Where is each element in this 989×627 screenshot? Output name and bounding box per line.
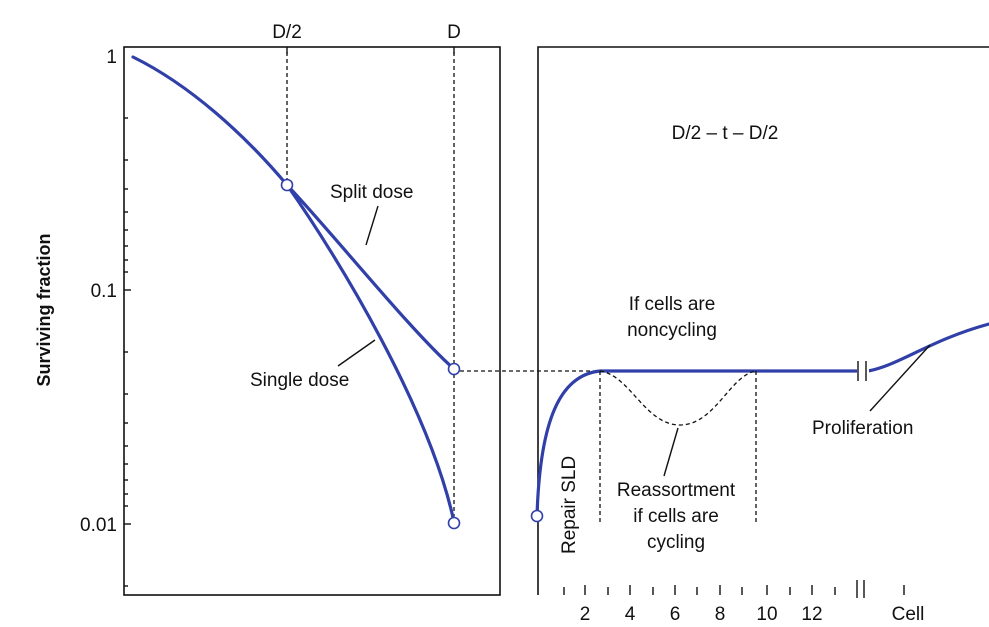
- y-tick-label-0-01: 0.01: [80, 515, 117, 536]
- split-dose-curve: [285, 183, 456, 371]
- right-panel-frame: [537, 46, 989, 595]
- schedule-label: D/2 – t – D/2: [672, 123, 779, 144]
- x-tick-label-12: 12: [801, 604, 822, 625]
- repair-sld-label: Repair SLD: [559, 456, 580, 554]
- full-dose-label: D: [447, 22, 461, 43]
- single-dose-leader: [337, 339, 376, 367]
- y-axis-label: Surviving fraction: [34, 233, 54, 386]
- initial-dose-curve: [131, 55, 289, 187]
- y-tick-label-0-1: 0.1: [91, 281, 117, 302]
- left-panel-frame: [123, 46, 501, 596]
- split-dose-leader: [365, 205, 379, 246]
- proliferation-leader: [869, 344, 931, 412]
- proliferation-curve: [866, 322, 989, 373]
- y-minor-ticks: [124, 117, 128, 587]
- single-dose-marker: [447, 516, 461, 530]
- x-tick-label-10: 10: [756, 604, 777, 625]
- y-tick-label-1: 1: [106, 47, 117, 68]
- single-dose-label: Single dose: [250, 370, 349, 391]
- reassortment-label-line2: if cells are: [633, 506, 719, 527]
- split-dose-marker: [447, 362, 461, 376]
- noncycling-label-line2: noncycling: [627, 320, 717, 341]
- x-tick-label-6: 6: [670, 604, 681, 625]
- x-tail-label: Cell: [892, 604, 925, 625]
- split-dose-label: Split dose: [330, 182, 413, 203]
- x-axis-break-marker: [855, 580, 867, 598]
- x-tick-label-2: 2: [580, 604, 591, 625]
- noncycling-label-line1: If cells are: [629, 294, 716, 315]
- reassortment-dip: [599, 370, 757, 426]
- x-tick-label-4: 4: [625, 604, 636, 625]
- proliferation-label: Proliferation: [812, 418, 913, 439]
- x-axis-ticks: [563, 585, 905, 595]
- reassortment-leader: [663, 427, 679, 477]
- half-dose-label: D/2: [272, 22, 302, 43]
- reassortment-label-line3: cycling: [647, 532, 705, 553]
- half-dose-marker: [280, 178, 294, 192]
- single-dose-curve: [285, 183, 456, 524]
- reassortment-label-line1: Reassortment: [617, 480, 736, 501]
- x-tick-label-8: 8: [715, 604, 726, 625]
- repair-start-marker: [530, 509, 544, 523]
- curve-break-marker: [857, 361, 869, 381]
- recovery-curve: [535, 369, 862, 518]
